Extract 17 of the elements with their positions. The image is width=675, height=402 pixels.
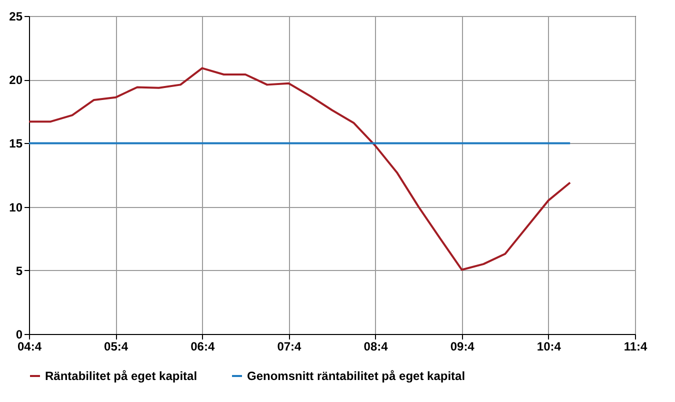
x-tick-label: 10:4	[536, 340, 562, 354]
x-tick-label: 04:4	[17, 340, 42, 354]
x-tick-label: 07:4	[277, 340, 302, 354]
y-tick-label: 15	[9, 136, 23, 151]
y-tick-label: 25	[9, 10, 23, 24]
legend-label: Genomsnitt räntabilitet på eget kapital	[247, 369, 466, 383]
y-tick-label: 10	[9, 200, 23, 214]
y-tick-label: 20	[9, 73, 23, 88]
line-series	[28, 67, 572, 271]
legend-label: Räntabilitet på eget kapital	[45, 369, 198, 383]
y-tick-label: 5	[16, 264, 23, 278]
x-tick-label: 11:4	[624, 340, 648, 354]
x-tick-label: 08:4	[364, 340, 388, 354]
x-tick-label: 05:4	[104, 340, 128, 354]
y-tick-label: 0	[16, 328, 23, 342]
x-tick-label: 09:4	[450, 340, 475, 354]
x-tick-label: 06:4	[190, 340, 215, 354]
